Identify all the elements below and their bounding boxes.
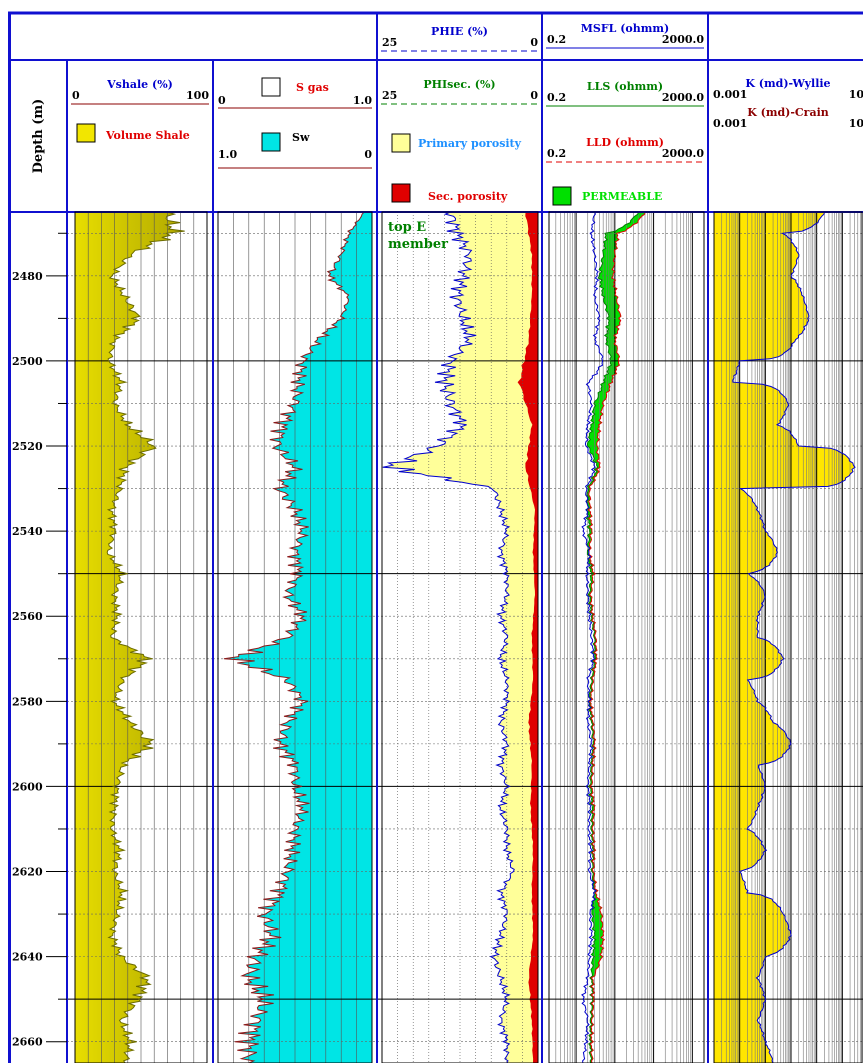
frame-lines (8, 11, 863, 1063)
track-box (74, 211, 208, 1063)
curve-lld-ohmm- (587, 211, 646, 1063)
header-name: Vshale (%) (106, 78, 173, 91)
grid-porosity (377, 212, 542, 1063)
sec-porosity-swatch (391, 183, 411, 203)
depth-track: Depth (m) 2480 2500 2520 2540 2560 2580 2600 262… (12, 99, 67, 1049)
fill-saturation-0 (223, 212, 372, 1063)
grid-permeability (708, 212, 863, 1063)
header-name: Sw (292, 131, 310, 144)
track-box (713, 211, 863, 1063)
header-name: PHIsec. (%) (423, 78, 495, 91)
scale-right: 10 (849, 117, 863, 130)
depth-tick-label: 2660 (12, 1036, 43, 1049)
depth-tick-label: 2640 (12, 951, 43, 964)
sgas-swatch (261, 77, 281, 97)
track-box (217, 211, 373, 1063)
header-name: K (md)-Wyllie (745, 77, 830, 90)
grid-resistivity (542, 212, 708, 1063)
curve-phie- (382, 211, 515, 1063)
scale-left: 25 (382, 89, 397, 102)
scale-right: 2000.0 (662, 33, 704, 46)
header-name: LLS (ohmm) (587, 80, 663, 93)
permeable-swatch (552, 186, 572, 206)
scale-right: 0 (530, 36, 538, 49)
scale-right: 2000.0 (662, 91, 704, 104)
track-box (548, 211, 705, 1063)
outer-frame (8, 11, 863, 1063)
fill-porosity-1 (517, 212, 538, 1063)
header-name: LLD (ohmm) (586, 136, 664, 149)
track-fills (75, 212, 855, 1063)
fill-porosity-0 (382, 212, 538, 1063)
legend-label: Primary porosity (418, 137, 522, 150)
scale-left: 1.0 (218, 148, 237, 161)
legend-label: PERMEABLE (582, 190, 662, 203)
curve-vshale- (106, 211, 185, 1063)
scale-right: 0 (530, 89, 538, 102)
depth-tick-label: 2560 (12, 610, 43, 623)
track-grids (67, 212, 863, 1063)
sw-swatch (261, 132, 281, 152)
track-box (381, 211, 539, 1063)
depth-tick-label: 2540 (12, 525, 43, 538)
scale-right: 2000.0 (662, 147, 704, 160)
volume-shale-swatch (76, 123, 96, 143)
grid-vshale (67, 212, 213, 1063)
curve-msfl-ohmm- (581, 211, 604, 1063)
fill-permeability-0 (714, 212, 855, 1063)
scale-right: 0 (364, 148, 372, 161)
fill-vshale-0 (75, 212, 185, 1063)
scale-left: 0 (72, 89, 80, 102)
depth-tick-label: 2600 (12, 780, 43, 793)
scale-left: 25 (382, 36, 397, 49)
legend-label: Volume Shale (105, 129, 190, 142)
curve-sw (223, 211, 365, 1063)
depth-tick-label: 2620 (12, 866, 43, 879)
scale-left: 0 (218, 94, 226, 107)
depth-tick-label: 2520 (12, 440, 43, 453)
track-curves (106, 211, 856, 1063)
scale-right: 100 (186, 89, 209, 102)
scale-right: 10 (849, 88, 863, 101)
scale-left: 0.2 (547, 147, 566, 160)
scale-left: 0.001 (713, 88, 747, 101)
header-name: PHIE (%) (431, 25, 488, 38)
scale-left: 0.2 (547, 33, 566, 46)
scale-right: 1.0 (353, 94, 372, 107)
depth-tick-label: 2500 (12, 355, 43, 368)
header-name: MSFL (ohmm) (581, 22, 670, 35)
legend-label: Sec. porosity (428, 190, 508, 203)
curve-k-md-wyllie (732, 211, 856, 1063)
scale-left: 0.001 (713, 117, 747, 130)
depth-tick-label: 2480 (12, 270, 43, 283)
curve-lls-ohmm- (585, 211, 639, 1063)
scale-left: 0.2 (547, 91, 566, 104)
header-name: S gas (296, 81, 329, 94)
depth-axis-label: Depth (m) (31, 99, 46, 174)
header-name: K (md)-Crain (747, 106, 829, 119)
grid-saturation (213, 212, 377, 1063)
depth-tick-label: 2580 (12, 695, 43, 708)
primary-porosity-swatch (391, 133, 411, 153)
